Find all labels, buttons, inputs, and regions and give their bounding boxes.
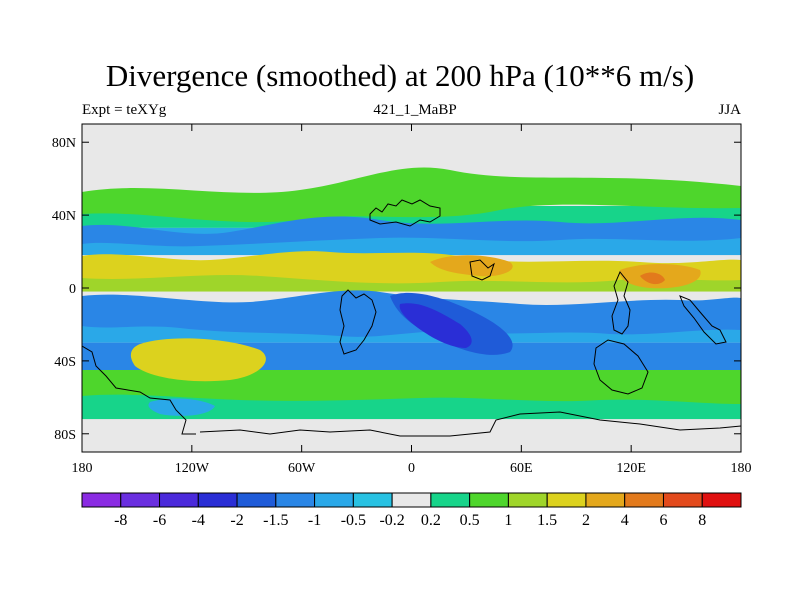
colorbar-box [236,492,277,508]
y-tick-label: 40S [54,355,76,370]
y-tick-label: 0 [69,282,76,297]
darkest-blue-core [399,303,472,348]
blue-band-north [82,216,741,247]
x-tick-label: 120W [175,461,210,476]
experiment-label: Expt = teXYg [82,102,167,118]
colorbar-box [430,492,471,508]
colorbar-box [197,492,238,508]
colorbar-label: -4 [192,512,205,529]
colorbar-box [120,492,161,508]
coastline-africa-west [339,289,377,355]
x-tick-label: 120E [616,461,646,476]
coastline-south-america [82,345,196,435]
green-band-south [82,376,741,404]
colorbar-label: 0.2 [421,512,441,529]
colorbar-box [701,492,742,508]
x-tick-label: 60W [288,461,316,476]
colorbar-box [352,492,393,508]
coastline-antarctica [199,411,741,437]
yellow-band-tropics [82,251,741,284]
colorbar-box [546,492,587,508]
colorbar: -8 -6 -4 -2 -1.5 -1 -0.5 -0.2 0.2 0.5 1 1.5 2 4 6 8 [81,492,742,529]
coastline-australia [593,339,649,395]
plot-title: Divergence (smoothed) at 200 hPa (10**6 … [105,58,695,93]
red-patch-asia [640,272,665,285]
x-tick-label: 180 [72,461,93,476]
colorbar-label: 8 [698,512,706,529]
season-label: JJA [718,102,741,118]
colorbar-label: -1 [308,512,321,529]
colorbar-label: 1 [504,512,512,529]
coastline-europe [369,199,441,227]
colorbar-box [624,492,664,508]
colorbar-box [469,492,509,508]
colorbar-box [81,492,122,508]
y-axis: 80N 40N 0 40S 80S [52,136,741,443]
x-tick-label: 60E [510,461,533,476]
colorbar-label: 1.5 [537,512,557,529]
colorbar-box [275,492,316,508]
coastline-pacific-island [679,295,727,345]
x-axis: 180 120W 60W 0 60E 120E 180 [72,124,752,476]
x-tick-label: 180 [731,461,752,476]
colorbar-label: 2 [582,512,590,529]
x-tick-label: 0 [408,461,415,476]
colorbar-label: -1.5 [263,512,288,529]
green-band-north [82,167,741,223]
colorbar-box [391,492,432,508]
colorbar-box [585,492,626,508]
colorbar-label: -8 [114,512,127,529]
colorbar-label: -0.5 [341,512,366,529]
field-layer [82,124,741,452]
colorbar-box [507,492,548,508]
coastline-asia [611,271,631,335]
colorbar-label: -0.2 [379,512,404,529]
coastlines [82,199,741,437]
y-tick-label: 80S [54,428,76,443]
blue-patch-south [148,398,215,416]
colorbar-label: -6 [153,512,166,529]
colorbar-box [159,492,199,508]
y-tick-label: 80N [52,136,76,151]
colorbar-label: 0.5 [460,512,480,529]
colorbar-box [314,492,354,508]
case-label: 421_1_MaBP [373,102,457,118]
colorbar-label: 6 [659,512,667,529]
y-tick-label: 40N [52,209,76,224]
yellow-patch-south-pacific [130,338,266,382]
coastline-africa-east [469,259,495,281]
colorbar-label: -2 [230,512,243,529]
colorbar-label: 4 [621,512,629,529]
colorbar-box [662,492,703,508]
